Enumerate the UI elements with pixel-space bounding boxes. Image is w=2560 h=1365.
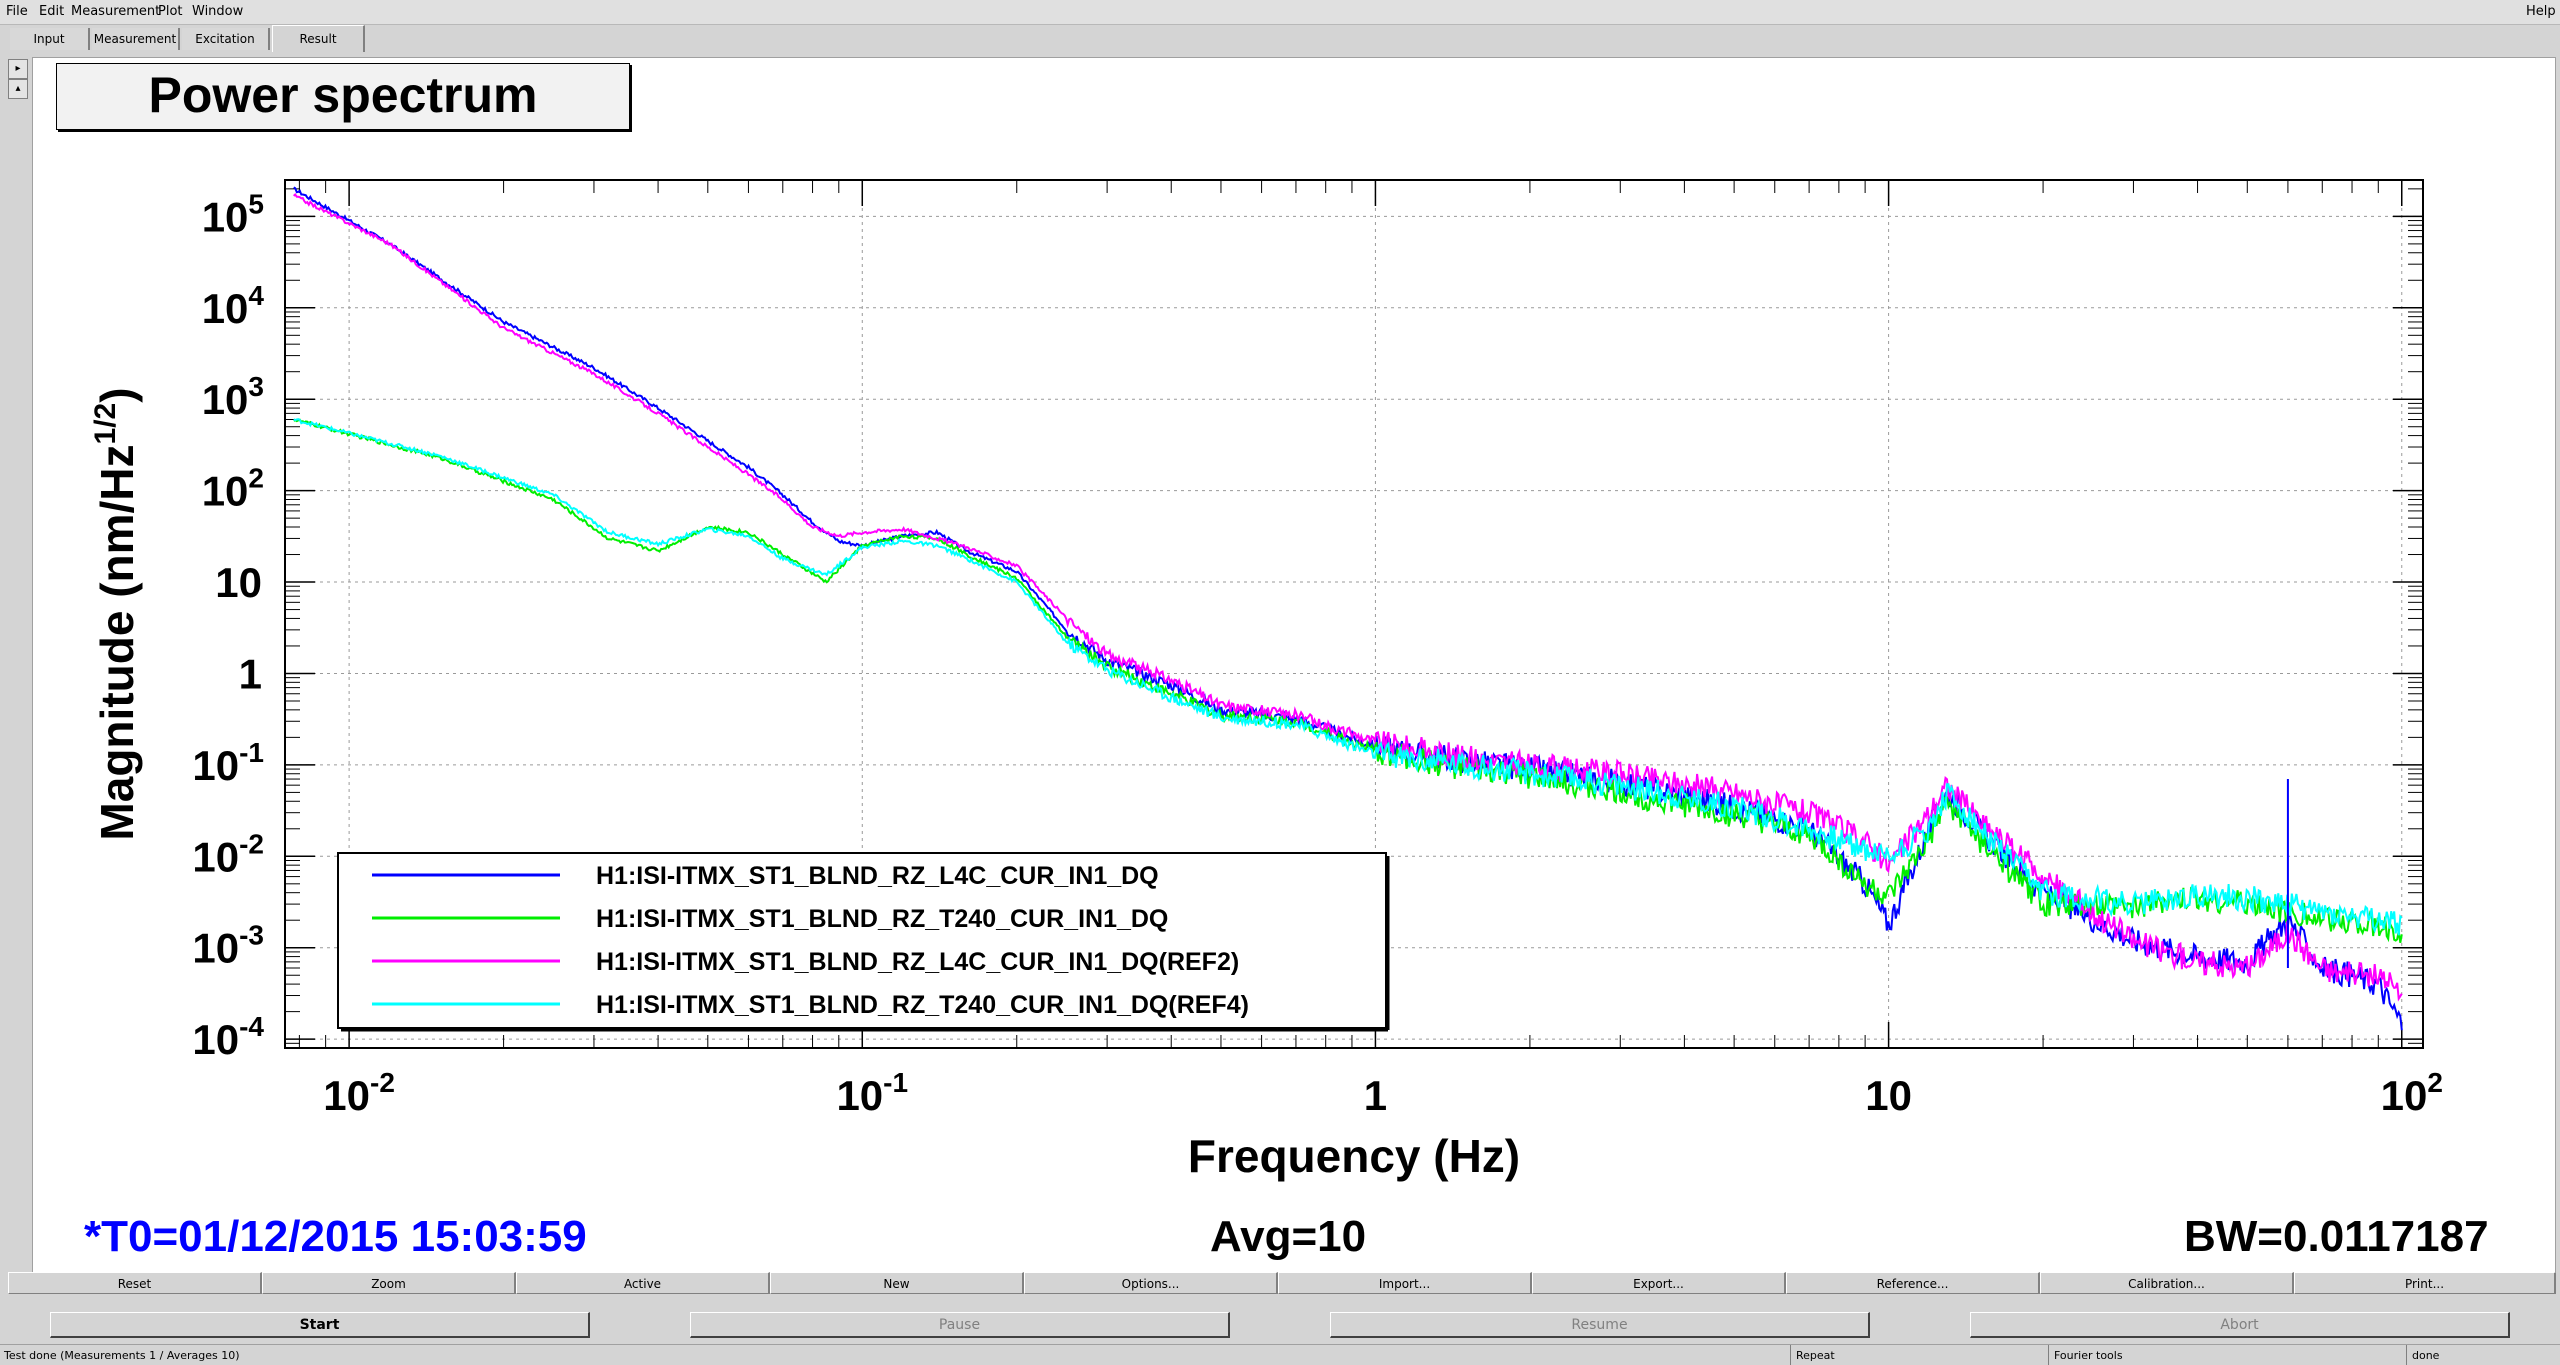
menu-window[interactable]: Window [192, 4, 244, 19]
status-bar: Test done (Measurements 1 / Averages 10)… [0, 1344, 2560, 1365]
collapse-up-icon[interactable]: ▴ [8, 79, 28, 99]
abort-button[interactable]: Abort [1970, 1312, 2510, 1338]
calibration-button[interactable]: Calibration... [2040, 1272, 2294, 1294]
y-tick-label: 10 [215, 559, 262, 606]
menu-edit[interactable]: Edit [39, 4, 65, 19]
y-tick-label: 104 [202, 280, 265, 332]
options-button[interactable]: Options... [1024, 1272, 1278, 1294]
active-button[interactable]: Active [516, 1272, 770, 1294]
export-button[interactable]: Export... [1532, 1272, 1786, 1294]
chart-legend: H1:ISI-ITMX_ST1_BLND_RZ_L4C_CUR_IN1_DQ H1… [337, 852, 1390, 1032]
status-message: Test done (Measurements 1 / Averages 10) [4, 1349, 240, 1362]
menu-file[interactable]: File [6, 4, 28, 19]
start-button[interactable]: Start [50, 1312, 590, 1338]
menu-bar: File Edit Measurement Plot Window Help [0, 0, 2560, 25]
print-button[interactable]: Print... [2294, 1272, 2556, 1294]
reset-button[interactable]: Reset [8, 1272, 262, 1294]
x-axis-label: Frequency (Hz) [1188, 1130, 1520, 1182]
legend-box [337, 852, 1387, 1029]
new-button[interactable]: New [770, 1272, 1024, 1294]
status-done: done [2412, 1349, 2440, 1362]
y-tick-label: 10-4 [192, 1011, 264, 1063]
status-repeat: Repeat [1796, 1349, 1835, 1362]
legend-entry: H1:ISI-ITMX_ST1_BLND_RZ_L4C_CUR_IN1_DQ [596, 862, 1159, 890]
reference-button[interactable]: Reference... [1786, 1272, 2040, 1294]
menu-plot[interactable]: Plot [158, 4, 183, 19]
expand-right-icon[interactable]: ▸ [8, 59, 28, 79]
zoom-button[interactable]: Zoom [262, 1272, 516, 1294]
plot-frame [284, 179, 2424, 1049]
y-tick-label: 10-3 [192, 920, 264, 972]
x-tick-label: 10-1 [836, 1067, 908, 1119]
y-tick-label: 10-1 [192, 737, 264, 789]
series-line-1 [293, 186, 2403, 1031]
y-tick-label: 1 [239, 650, 262, 697]
chart-tick-labels: 10-2 10-1 1 10 10210510410310210110-110-210-… [192, 188, 2443, 1119]
y-tick-label: 105 [202, 188, 264, 240]
menu-help[interactable]: Help [2526, 4, 2556, 19]
status-fourier-tools: Fourier tools [2054, 1349, 2123, 1362]
y-axis-label: Magnitude (nm/Hz1/2) [89, 387, 143, 840]
series-line-3 [293, 192, 2403, 1002]
series-line-2 [293, 418, 2403, 943]
plot-toolbar: Reset Zoom Active New Options... Import.… [8, 1272, 2556, 1296]
pause-button[interactable]: Pause [690, 1312, 1230, 1338]
tab-bar: Input Measurement Excitation Result [0, 25, 2560, 55]
legend-entry: H1:ISI-ITMX_ST1_BLND_RZ_L4C_CUR_IN1_DQ(R… [596, 948, 1239, 976]
resume-button[interactable]: Resume [1330, 1312, 1870, 1338]
left-sidebar: ▸ ▴ [0, 55, 32, 1275]
x-tick-label: 1 [1364, 1072, 1387, 1119]
x-tick-label: 10-2 [323, 1067, 395, 1119]
y-tick-label: 10-2 [192, 828, 264, 880]
legend-entry: H1:ISI-ITMX_ST1_BLND_RZ_T240_CUR_IN1_DQ [596, 905, 1168, 933]
tab-result[interactable]: Result [272, 25, 365, 52]
x-tick-label: 102 [2381, 1067, 2443, 1119]
chart-ticks [285, 180, 2423, 1049]
avg-label: Avg=10 [1210, 1212, 1367, 1261]
series-line-4 [293, 418, 2403, 936]
menu-measurement[interactable]: Measurement [71, 4, 161, 19]
legend-entry: H1:ISI-ITMX_ST1_BLND_RZ_T240_CUR_IN1_DQ(… [596, 991, 1249, 1019]
y-tick-label: 102 [202, 463, 264, 515]
tab-measurement[interactable]: Measurement [92, 28, 180, 50]
y-tick-label: 103 [202, 371, 264, 423]
tab-excitation[interactable]: Excitation [182, 28, 270, 50]
x-tick-label: 10 [1865, 1072, 1912, 1119]
plot-title: Power spectrum [56, 63, 630, 130]
plot-canvas [32, 57, 2556, 1273]
chart-series [293, 186, 2403, 1031]
import-button[interactable]: Import... [1278, 1272, 1532, 1294]
bw-label: BW=0.0117187 [2184, 1212, 2489, 1261]
t0-label: *T0=01/12/2015 15:03:59 [84, 1212, 587, 1261]
tab-input[interactable]: Input [10, 28, 90, 50]
